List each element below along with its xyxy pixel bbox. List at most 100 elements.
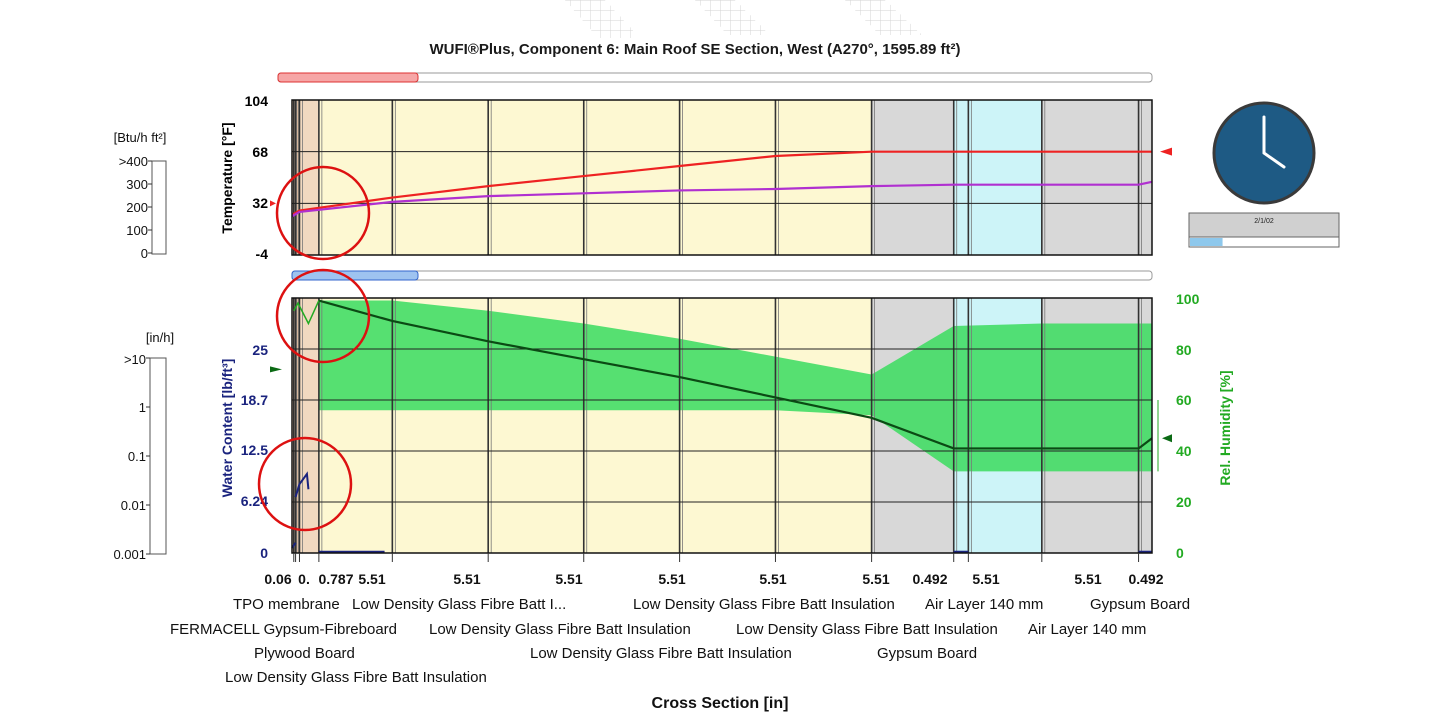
- moisture-flux-tick-0-01: 0.01: [121, 498, 146, 513]
- moisture-flux-unit: [in/h]: [146, 330, 174, 345]
- moisture-flux-tick-0-1: 0.1: [128, 449, 146, 464]
- x-tick-label: 5.51: [862, 571, 889, 587]
- moist-layer-fill: [292, 298, 294, 553]
- layer-label-insulation-6: Low Density Glass Fibre Batt Insulation: [736, 621, 998, 638]
- temperature-line: [291, 150, 1152, 216]
- rel-humidity-y-ticks: 100 80 60 40 20 0: [1176, 291, 1200, 561]
- wc-tick-0: 0: [260, 545, 268, 561]
- temp-tick-32: 32: [252, 195, 268, 211]
- rh-tick-40: 40: [1176, 443, 1192, 459]
- moisture-flux-bar: [149, 357, 167, 555]
- x-axis-title: Cross Section [in]: [652, 695, 789, 712]
- rh-tick-80: 80: [1176, 342, 1192, 358]
- moisture-flux-tick-0-001: 0.001: [113, 547, 146, 562]
- rh-tick-100: 100: [1176, 291, 1200, 307]
- layer-label-gypsum-board-2: Gypsum Board: [1090, 596, 1190, 613]
- rh-range-band: [318, 300, 1152, 472]
- chart-title: WUFI®Plus, Component 6: Main Roof SE Sec…: [429, 41, 960, 58]
- moist-layer-fill: [293, 298, 296, 553]
- heat-flux-tick-400: >400: [119, 154, 148, 169]
- rh-exterior-trace: [293, 300, 320, 326]
- heat-flux-unit: [Btu/h ft²]: [114, 130, 167, 145]
- highlight-circle-rh: [275, 268, 371, 364]
- temp-layer-fill: [1041, 100, 1139, 255]
- x-tick-label: 0.: [298, 571, 310, 587]
- heat-flux-bar: [151, 160, 167, 255]
- x-tick-label: 0.492: [1128, 571, 1163, 587]
- layer-label-fermacell: FERMACELL Gypsum-Fibreboard: [170, 621, 397, 638]
- moisture-flux-scale: [in/h] >10 1 0.1 0.01 0.001: [113, 330, 174, 562]
- wc-tick-18-7: 18.7: [241, 392, 268, 408]
- water-content-exterior-line: [294, 471, 310, 498]
- temp-layer-fill: [299, 100, 319, 255]
- layer-label-insulation-2: Low Density Glass Fibre Batt Insulation: [429, 621, 691, 638]
- heat-flux-scale: [Btu/h ft²] >400 300 200 100 0: [114, 130, 167, 261]
- temp-layer-fill: [679, 100, 776, 255]
- layer-label-gypsum-board-1: Gypsum Board: [877, 645, 977, 662]
- temp-layer-fill: [1138, 100, 1152, 255]
- layer-label-air-layer-2: Air Layer 140 mm: [1028, 621, 1146, 638]
- highlight-circle-water-content: [257, 436, 353, 532]
- temp-tick-neg4: -4: [256, 246, 269, 262]
- temp-layer-fill: [968, 100, 1042, 255]
- temperature-panel: [270, 99, 1172, 256]
- x-axis-ticks: 0.06 0. 0.787 5.51 5.51 5.51 5.51 5.51 5.51 0.492…: [264, 553, 1164, 587]
- moisture-flux-tick-10: >10: [124, 352, 146, 367]
- layer-label-insulation-5: Low Density Glass Fibre Batt Insulation: [633, 596, 895, 613]
- top-layer-strip: [277, 72, 1153, 83]
- layer-label-tpo-membrane: TPO membrane: [233, 596, 340, 613]
- moist-layer-fill: [295, 298, 300, 553]
- x-tick-label: 5.51: [555, 571, 582, 587]
- temp-layer-fill: [318, 100, 393, 255]
- layer-label-insulation-1: Low Density Glass Fibre Batt I...: [352, 596, 566, 613]
- indoor-temperature-marker: [1160, 147, 1172, 156]
- moisture-panel: [270, 297, 1172, 554]
- x-tick-label: 0.492: [912, 571, 947, 587]
- x-tick-label: 5.51: [972, 571, 999, 587]
- temperature-axis-label: Temperature [°F]: [219, 122, 235, 233]
- rh-tick-20: 20: [1176, 494, 1192, 510]
- layer-label-insulation-0: Low Density Glass Fibre Batt Insulation: [225, 669, 487, 686]
- x-tick-label: 5.51: [759, 571, 786, 587]
- rh-tick-60: 60: [1176, 392, 1192, 408]
- heat-flux-tick-300: 300: [126, 177, 148, 192]
- temp-layer-fill: [871, 100, 954, 255]
- wc-tick-25: 25: [252, 342, 268, 358]
- temp-tick-68: 68: [252, 144, 268, 160]
- simulation-clock: 2/1/02: [1188, 101, 1340, 248]
- watermark-stripes: [565, 0, 922, 38]
- water-content-y-ticks: 25 18.7 12.5 6.24 0: [241, 342, 268, 561]
- x-tick-label: 5.51: [1074, 571, 1101, 587]
- wc-tick-12-5: 12.5: [241, 442, 268, 458]
- heat-flux-tick-0: 0: [141, 246, 148, 261]
- simulation-progress-fill: [1190, 238, 1223, 246]
- temp-layer-fill: [392, 100, 489, 255]
- mid-layer-strip: [291, 270, 1153, 281]
- heat-flux-tick-200: 200: [126, 200, 148, 215]
- layer-labels: TPO membrane Low Density Glass Fibre Bat…: [170, 596, 1190, 686]
- rel-humidity-line: [318, 299, 1153, 450]
- moist-layer-fill: [775, 298, 872, 553]
- rel-humidity-axis-label: Rel. Humidity [%]: [1217, 370, 1233, 485]
- water-content-axis-label: Water Content [lb/ft³]: [219, 359, 235, 498]
- moist-layer-fill: [679, 298, 776, 553]
- moisture-flux-tick-1: 1: [139, 400, 146, 415]
- temp-layer-fill: [295, 100, 300, 255]
- x-tick-label: 5.51: [658, 571, 685, 587]
- x-tick-label: 5.51: [358, 571, 385, 587]
- temp-layer-fill: [953, 100, 969, 255]
- highlight-circles: [257, 165, 371, 532]
- outdoor-temperature-marker: [270, 200, 276, 207]
- layer-label-air-layer-1: Air Layer 140 mm: [925, 596, 1043, 613]
- layer-label-plywood: Plywood Board: [254, 645, 355, 662]
- layer-label-insulation-3: Low Density Glass Fibre Batt Insulation: [530, 645, 792, 662]
- dew-point-line: [291, 180, 1153, 218]
- temp-tick-104: 104: [245, 93, 269, 109]
- heat-flux-tick-100: 100: [126, 223, 148, 238]
- outdoor-rh-marker: [270, 366, 282, 373]
- indoor-rh-marker: [1162, 434, 1172, 443]
- x-tick-label: 0.06: [264, 571, 291, 587]
- highlight-circle-temperature: [275, 165, 371, 261]
- temp-layer-fill: [583, 100, 680, 255]
